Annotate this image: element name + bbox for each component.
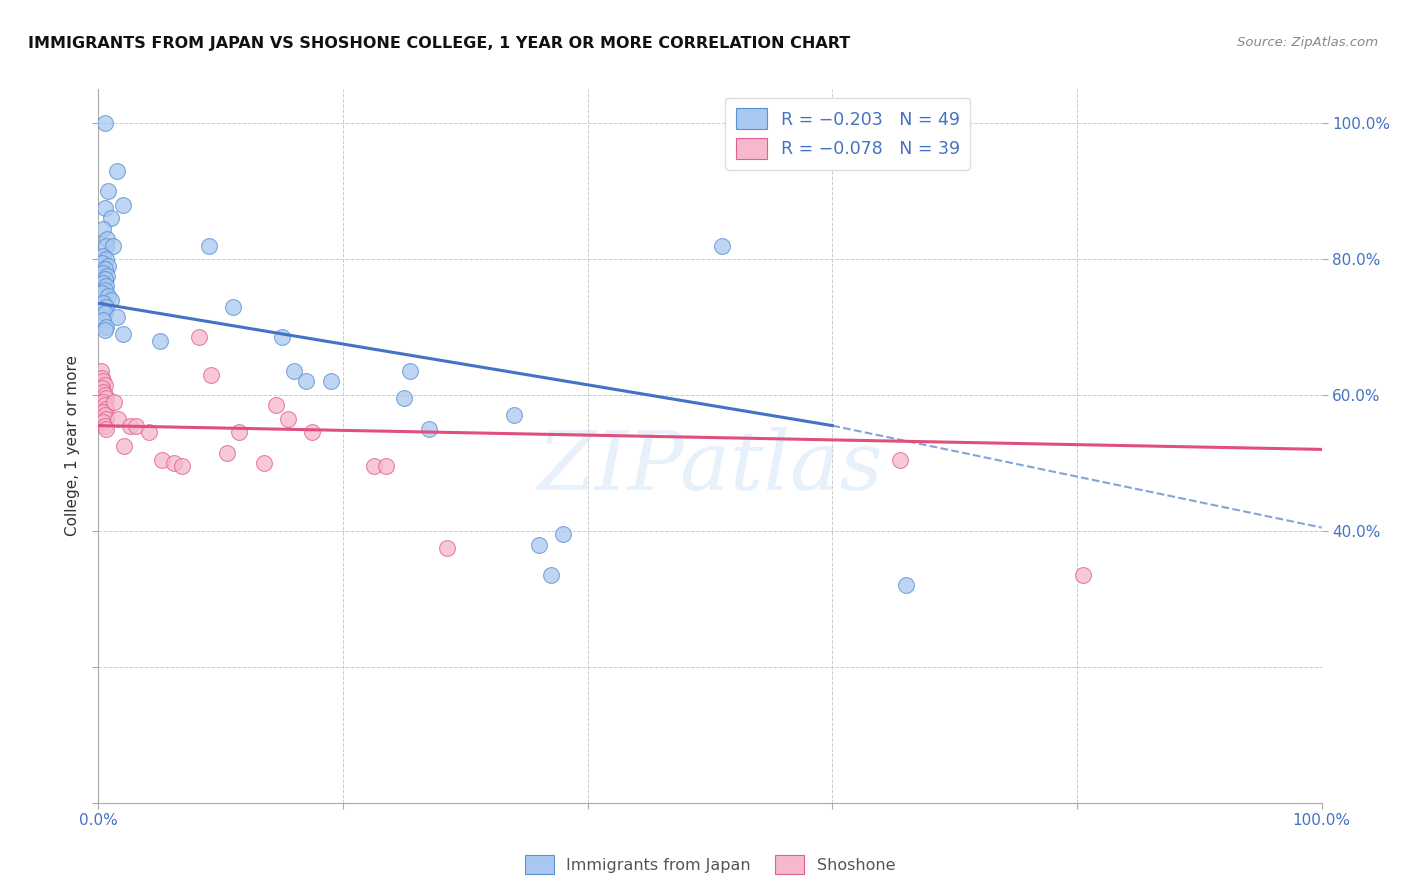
Text: IMMIGRANTS FROM JAPAN VS SHOSHONE COLLEGE, 1 YEAR OR MORE CORRELATION CHART: IMMIGRANTS FROM JAPAN VS SHOSHONE COLLEG… <box>28 36 851 51</box>
Point <box>228 425 250 440</box>
Point <box>93 262 115 277</box>
Point <box>97 259 120 273</box>
Point <box>399 364 422 378</box>
Y-axis label: College, 1 year or more: College, 1 year or more <box>65 356 80 536</box>
Point <box>894 578 917 592</box>
Point <box>91 266 114 280</box>
Point <box>112 439 135 453</box>
Point <box>319 375 342 389</box>
Point <box>392 392 416 406</box>
Text: Source: ZipAtlas.com: Source: ZipAtlas.com <box>1237 36 1378 49</box>
Point <box>107 412 129 426</box>
Point <box>111 198 134 212</box>
Point <box>91 303 114 318</box>
Legend: Immigrants from Japan, Shoshone: Immigrants from Japan, Shoshone <box>519 848 901 880</box>
Point <box>222 300 245 314</box>
Point <box>96 269 118 284</box>
Point <box>94 392 117 406</box>
Point <box>91 276 114 290</box>
Point <box>93 398 115 412</box>
Point <box>94 401 117 416</box>
Point <box>418 422 440 436</box>
Point <box>91 384 114 399</box>
Point <box>100 293 122 307</box>
Point <box>94 252 117 266</box>
Point <box>277 412 299 426</box>
Point <box>90 364 112 378</box>
Point <box>363 459 385 474</box>
Point <box>93 418 115 433</box>
Point <box>93 388 115 402</box>
Point <box>91 415 114 429</box>
Point <box>120 418 142 433</box>
Point <box>187 330 209 344</box>
Point <box>503 409 526 423</box>
Point <box>540 568 562 582</box>
Point <box>889 452 911 467</box>
Point <box>1071 568 1094 582</box>
Point <box>93 377 115 392</box>
Point <box>91 375 114 389</box>
Text: ZIPatlas: ZIPatlas <box>537 427 883 508</box>
Point <box>527 537 550 551</box>
Point <box>711 238 734 252</box>
Point <box>97 289 120 303</box>
Point <box>91 221 114 235</box>
Point <box>94 422 117 436</box>
Point <box>91 255 114 269</box>
Point <box>125 418 148 433</box>
Point <box>93 323 115 337</box>
Point <box>105 310 128 324</box>
Point <box>101 238 124 252</box>
Point <box>301 425 323 440</box>
Point <box>283 364 305 378</box>
Point <box>94 300 117 314</box>
Point <box>93 201 115 215</box>
Point <box>91 286 114 301</box>
Point <box>138 425 160 440</box>
Point <box>94 238 117 252</box>
Point <box>111 326 134 341</box>
Point <box>295 375 318 389</box>
Point <box>252 456 274 470</box>
Point <box>94 279 117 293</box>
Point <box>93 409 115 423</box>
Point <box>150 452 173 467</box>
Point <box>91 405 114 419</box>
Point <box>91 313 114 327</box>
Point <box>553 527 575 541</box>
Point <box>197 238 219 252</box>
Point <box>96 232 118 246</box>
Point <box>93 306 115 320</box>
Point <box>149 334 172 348</box>
Point <box>91 394 114 409</box>
Point <box>374 459 396 474</box>
Point <box>93 283 115 297</box>
Point <box>170 459 193 474</box>
Point <box>436 541 458 555</box>
Point <box>91 249 114 263</box>
Point <box>94 320 117 334</box>
Point <box>91 371 114 385</box>
Point <box>163 456 186 470</box>
Point <box>100 211 122 226</box>
Point <box>97 184 120 198</box>
Point <box>215 446 238 460</box>
Point <box>105 163 128 178</box>
Point <box>93 272 115 286</box>
Point <box>270 330 294 344</box>
Point <box>93 116 115 130</box>
Point <box>103 394 125 409</box>
Point <box>94 412 117 426</box>
Point <box>264 398 287 412</box>
Point <box>200 368 222 382</box>
Point <box>91 296 114 310</box>
Point <box>91 381 114 395</box>
